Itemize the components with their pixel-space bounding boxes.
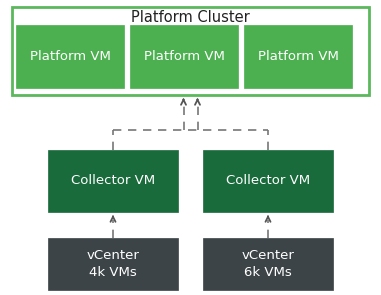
Text: Collector VM: Collector VM (71, 175, 155, 188)
Text: vCenter
6k VMs: vCenter 6k VMs (242, 249, 295, 279)
Bar (203, 150, 333, 212)
Bar (48, 238, 178, 290)
Bar (203, 238, 333, 290)
Bar (48, 150, 178, 212)
Text: Platform VM: Platform VM (258, 50, 338, 63)
Bar (130, 25, 238, 88)
Text: Platform Cluster: Platform Cluster (131, 9, 250, 24)
Bar (16, 25, 124, 88)
Text: Collector VM: Collector VM (226, 175, 310, 188)
Text: vCenter
4k VMs: vCenter 4k VMs (86, 249, 139, 279)
Text: Platform VM: Platform VM (30, 50, 110, 63)
Bar (12, 7, 369, 95)
Text: Platform VM: Platform VM (144, 50, 224, 63)
Bar (244, 25, 352, 88)
